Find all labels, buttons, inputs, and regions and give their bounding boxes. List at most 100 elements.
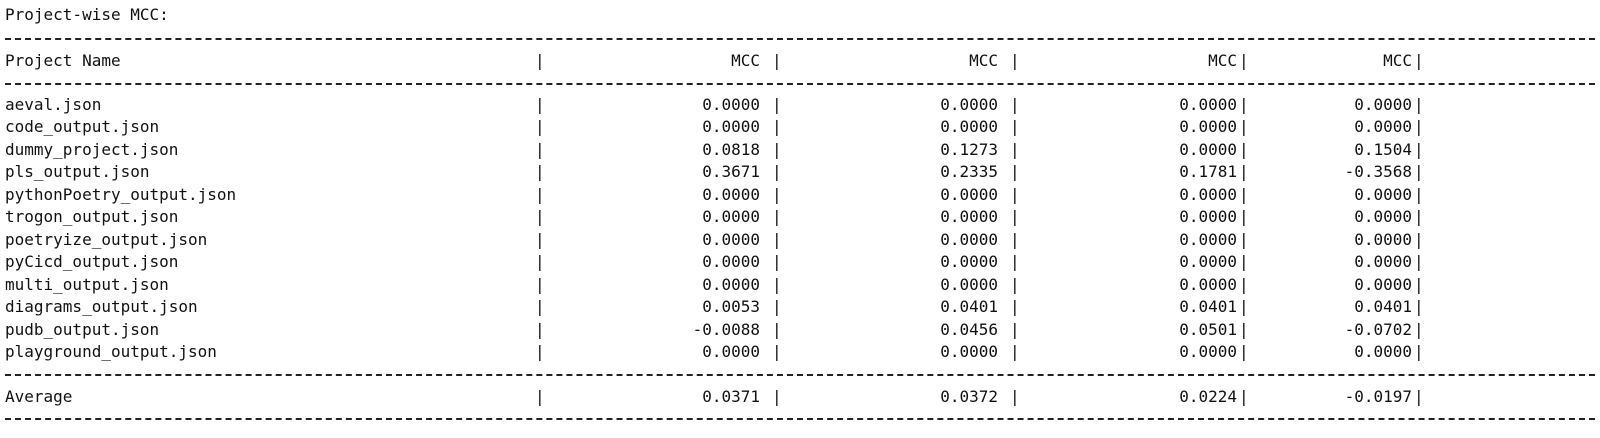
column-header-mcc: MCC — [1383, 51, 1412, 70]
column-separator: | — [1010, 207, 1020, 227]
column-separator: | — [1239, 252, 1249, 272]
column-separator: | — [1414, 139, 1424, 159]
mcc-value-cell: 0.0000 — [940, 95, 998, 114]
table-row: pythonPoetry_output.json 0.0000 0.0000 0.00… — [0, 184, 1600, 206]
mcc-value-cell: 0.0501 — [1179, 319, 1237, 339]
project-name-cell: trogon_output.json — [5, 207, 179, 227]
mcc-value-cell: -0.3568 — [1344, 162, 1412, 182]
column-separator: | — [1414, 252, 1424, 272]
average-value-cell: 0.0371 — [702, 387, 760, 406]
separator-line — [5, 374, 1595, 376]
column-separator: | — [1010, 162, 1020, 182]
mcc-value-cell: 0.0000 — [940, 229, 998, 249]
mcc-value-cell: 0.0000 — [1179, 184, 1237, 204]
column-separator: | — [1239, 184, 1249, 204]
column-separator: | — [535, 51, 545, 70]
column-separator: | — [1239, 51, 1249, 70]
column-separator: | — [1414, 341, 1424, 361]
column-separator: | — [535, 229, 545, 249]
table-row: multi_output.json 0.0000 0.0000 0.0000 0.000… — [0, 274, 1600, 296]
mcc-value-cell: 0.0000 — [940, 252, 998, 272]
mcc-value-cell: 0.0000 — [702, 229, 760, 249]
column-separator: | — [1414, 387, 1424, 406]
mcc-value-cell: 0.0000 — [1354, 95, 1412, 114]
project-name-cell: aeval.json — [5, 95, 102, 114]
separator-line — [5, 83, 1595, 85]
column-separator: | — [772, 207, 782, 227]
column-separator: | — [1010, 252, 1020, 272]
mcc-value-cell: 0.0000 — [940, 341, 998, 361]
column-separator: | — [535, 139, 545, 159]
mcc-value-cell: 0.0000 — [702, 117, 760, 137]
column-separator: | — [1239, 117, 1249, 137]
column-separator: | — [1010, 387, 1020, 406]
mcc-value-cell: 0.0000 — [702, 252, 760, 272]
mcc-value-cell: 0.0401 — [1179, 297, 1237, 317]
average-label: Average — [5, 387, 73, 406]
column-separator: | — [1239, 341, 1249, 361]
column-separator: | — [772, 341, 782, 361]
mcc-value-cell: 0.0000 — [1179, 274, 1237, 294]
column-separator: | — [1414, 229, 1424, 249]
mcc-value-cell: 0.1781 — [1179, 162, 1237, 182]
table-row: aeval.json 0.0000 0.0000 0.0000 0.0000 | | | | | — [0, 94, 1600, 116]
mcc-value-cell: -0.0088 — [692, 319, 760, 339]
column-separator: | — [535, 252, 545, 272]
table-row: diagrams_output.json 0.0053 0.0401 0.0401 0.… — [0, 296, 1600, 318]
column-separator: | — [1414, 184, 1424, 204]
mcc-value-cell: 0.0000 — [1354, 252, 1412, 272]
mcc-value-cell: 0.0000 — [1354, 229, 1412, 249]
mcc-value-cell: 0.0000 — [940, 207, 998, 227]
mcc-value-cell: -0.0702 — [1344, 319, 1412, 339]
column-separator: | — [1010, 95, 1020, 114]
average-value-cell: 0.0372 — [940, 387, 998, 406]
column-separator: | — [1239, 162, 1249, 182]
mcc-value-cell: 0.0456 — [940, 319, 998, 339]
table-row: code_output.json 0.0000 0.0000 0.0000 0.0000… — [0, 116, 1600, 138]
mcc-value-cell: 0.0000 — [702, 274, 760, 294]
column-separator: | — [772, 95, 782, 114]
column-separator: | — [1010, 274, 1020, 294]
project-name-cell: diagrams_output.json — [5, 297, 198, 317]
column-separator: | — [1414, 207, 1424, 227]
column-separator: | — [772, 184, 782, 204]
table-row: dummy_project.json 0.0818 0.1273 0.0000 0.15… — [0, 139, 1600, 161]
column-separator: | — [772, 297, 782, 317]
average-row: Average 0.0371 0.0372 0.0224 -0.0197 | | | | | — [0, 386, 1600, 408]
heading-line: Project-wise MCC: — [0, 4, 1600, 26]
mcc-value-cell: 0.0000 — [1354, 207, 1412, 227]
project-name-cell: pyCicd_output.json — [5, 252, 179, 272]
mcc-value-cell: 0.1504 — [1354, 139, 1412, 159]
mcc-value-cell: 0.0000 — [1354, 274, 1412, 294]
mcc-value-cell: 0.0000 — [1179, 229, 1237, 249]
mcc-value-cell: 0.2335 — [940, 162, 998, 182]
project-name-cell: dummy_project.json — [5, 139, 179, 159]
column-separator: | — [535, 274, 545, 294]
project-name-cell: pudb_output.json — [5, 319, 160, 339]
column-separator: | — [1239, 95, 1249, 114]
mcc-value-cell: 0.0053 — [702, 297, 760, 317]
table-row: poetryize_output.json 0.0000 0.0000 0.0000 0… — [0, 229, 1600, 251]
mcc-value-cell: 0.0000 — [940, 274, 998, 294]
column-separator: | — [772, 51, 782, 70]
mcc-value-cell: 0.0401 — [940, 297, 998, 317]
column-separator: | — [535, 207, 545, 227]
column-separator: | — [535, 297, 545, 317]
mcc-value-cell: 0.0000 — [940, 184, 998, 204]
average-value-cell: -0.0197 — [1344, 387, 1412, 406]
average-value-cell: 0.0224 — [1179, 387, 1237, 406]
column-separator: | — [772, 229, 782, 249]
column-separator: | — [535, 387, 545, 406]
mcc-value-cell: 0.1273 — [940, 139, 998, 159]
project-name-cell: pls_output.json — [5, 162, 150, 182]
column-separator: | — [772, 162, 782, 182]
column-separator: | — [772, 117, 782, 137]
column-separator: | — [1239, 274, 1249, 294]
column-separator: | — [772, 274, 782, 294]
column-separator: | — [535, 319, 545, 339]
column-header-mcc: MCC — [969, 51, 998, 70]
mcc-value-cell: 0.0000 — [702, 184, 760, 204]
mcc-value-cell: 0.0000 — [1354, 341, 1412, 361]
mcc-value-cell: 0.0000 — [1179, 341, 1237, 361]
separator-line — [5, 38, 1595, 40]
